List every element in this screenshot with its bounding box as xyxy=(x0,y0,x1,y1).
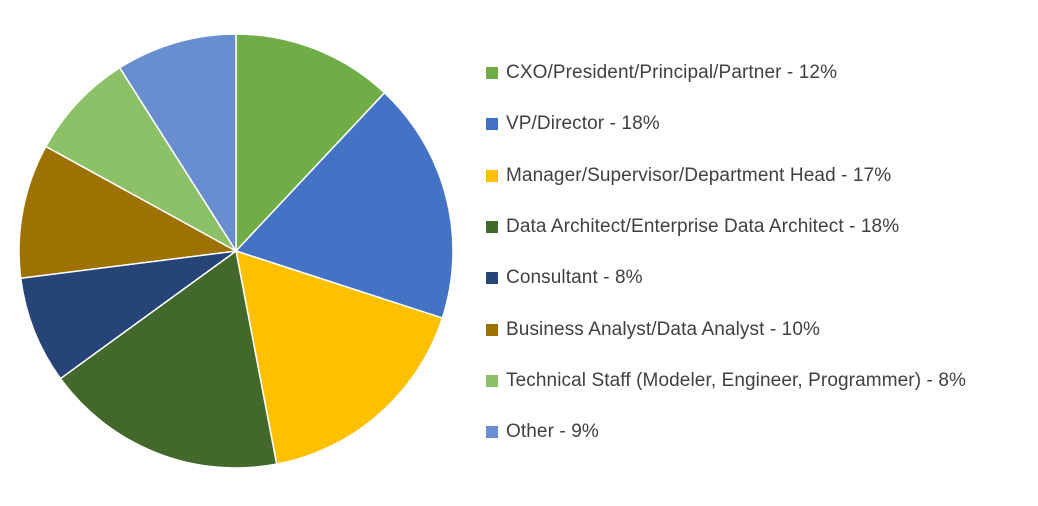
legend-item: Other - 9% xyxy=(486,419,599,445)
legend-swatch xyxy=(486,374,498,387)
legend-item: VP/Director - 18% xyxy=(486,111,660,137)
legend-label: Data Architect/Enterprise Data Architect… xyxy=(506,215,900,237)
legend-label: Other - 9% xyxy=(506,421,599,443)
legend-item: CXO/President/Principal/Partner - 12% xyxy=(486,60,837,86)
pie-slice xyxy=(44,66,237,252)
legend-item: Technical Staff (Modeler, Engineer, Prog… xyxy=(486,368,966,394)
legend-label: CXO/President/Principal/Partner - 12% xyxy=(506,62,838,83)
legend-item: Data Architect/Enterprise Data Architect… xyxy=(486,214,899,240)
legend-swatch xyxy=(486,426,498,439)
legend-item: Business Analyst/Data Analyst - 10% xyxy=(486,317,820,343)
legend-swatch xyxy=(486,323,498,336)
legend-item: Manager/Supervisor/Department Head - 17% xyxy=(486,163,891,189)
legend-label: VP/Director - 18% xyxy=(506,113,660,135)
pie-slice xyxy=(234,91,454,320)
pie-slice xyxy=(18,145,239,280)
legend-swatch xyxy=(486,169,498,182)
legend-item: Consultant - 8% xyxy=(486,265,643,291)
legend-swatch xyxy=(486,220,498,233)
pie-slice xyxy=(19,250,237,380)
pie-slice xyxy=(118,33,237,254)
legend-label: Technical Staff (Modeler, Engineer, Prog… xyxy=(506,369,966,391)
pie-plot xyxy=(18,33,454,469)
legend-label: Consultant - 8% xyxy=(506,267,643,289)
legend-swatch xyxy=(486,67,498,79)
legend-label: Business Analyst/Data Analyst - 10% xyxy=(506,318,820,340)
pie-slice xyxy=(235,249,444,466)
legend-swatch xyxy=(486,272,498,285)
pie-slice xyxy=(59,249,278,469)
pie-slice xyxy=(235,33,386,253)
legend-swatch xyxy=(486,118,498,131)
legend-label: Manager/Supervisor/Department Head - 17% xyxy=(506,164,892,186)
